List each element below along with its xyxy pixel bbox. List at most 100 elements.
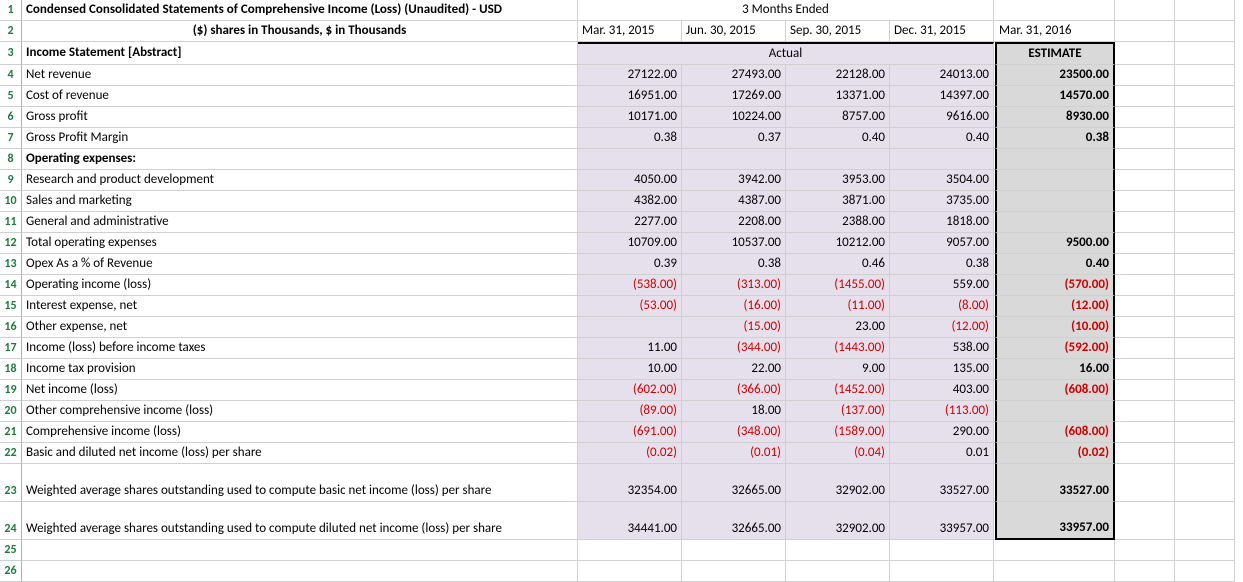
data-cell[interactable]: (0.01) [682,443,786,464]
estimate-cell[interactable] [995,191,1115,212]
estimate-cell[interactable] [995,401,1115,422]
data-cell[interactable]: 13371.00 [786,86,890,107]
row-label[interactable]: Weighted average shares outstanding used… [22,502,578,540]
estimate-cell[interactable]: 23500.00 [995,65,1115,86]
data-cell[interactable]: 0.46 [786,254,890,275]
data-cell[interactable] [786,149,890,170]
data-cell[interactable]: 10224.00 [682,107,786,128]
blank-cell[interactable] [682,540,786,561]
data-cell[interactable]: 22128.00 [786,65,890,86]
data-cell[interactable]: (12.00) [890,317,994,338]
data-cell[interactable]: 33527.00 [890,464,994,502]
data-cell[interactable]: (1589.00) [786,422,890,443]
spreadsheet-grid[interactable]: 1Condensed Consolidated Statements of Co… [0,0,1243,582]
data-cell[interactable]: (366.00) [682,380,786,401]
data-cell[interactable]: 32902.00 [786,502,890,540]
blank-cell[interactable] [682,561,786,582]
row-label[interactable]: Research and product development [22,170,578,191]
data-cell[interactable]: 1818.00 [890,212,994,233]
row-label[interactable]: Opex As a % of Revenue [22,254,578,275]
blank-cell[interactable] [890,561,994,582]
data-cell[interactable]: (344.00) [682,338,786,359]
data-cell[interactable]: (348.00) [682,422,786,443]
data-cell[interactable]: (53.00) [578,296,682,317]
data-cell[interactable]: 0.40 [890,128,994,149]
data-cell[interactable]: 27493.00 [682,65,786,86]
estimate-cell[interactable]: (570.00) [995,275,1115,296]
data-cell[interactable]: 3871.00 [786,191,890,212]
data-cell[interactable]: 4050.00 [578,170,682,191]
data-cell[interactable]: 0.38 [578,128,682,149]
blank-cell[interactable] [890,540,994,561]
row-label[interactable]: Interest expense, net [22,296,578,317]
data-cell[interactable]: 32902.00 [786,464,890,502]
data-cell[interactable]: 135.00 [890,359,994,380]
estimate-cell[interactable]: (592.00) [995,338,1115,359]
estimate-cell[interactable]: 16.00 [995,359,1115,380]
data-cell[interactable]: 9057.00 [890,233,994,254]
data-cell[interactable]: (16.00) [682,296,786,317]
row-label[interactable]: Basic and diluted net income (loss) per … [22,443,578,464]
data-cell[interactable]: 10.00 [578,359,682,380]
data-cell[interactable]: (89.00) [578,401,682,422]
estimate-cell[interactable]: 33527.00 [995,464,1115,502]
blank-cell[interactable] [995,561,1115,582]
row-label[interactable]: Operating expenses: [22,149,578,170]
data-cell[interactable]: (15.00) [682,317,786,338]
data-cell[interactable]: 2388.00 [786,212,890,233]
row-label[interactable] [22,540,578,561]
data-cell[interactable]: 16951.00 [578,86,682,107]
row-label[interactable]: Weighted average shares outstanding used… [22,464,578,502]
data-cell[interactable]: 3735.00 [890,191,994,212]
data-cell[interactable]: (8.00) [890,296,994,317]
data-cell[interactable]: 32665.00 [682,502,786,540]
data-cell[interactable]: 24013.00 [890,65,994,86]
row-label[interactable]: Operating income (loss) [22,275,578,296]
row-label[interactable]: General and administrative [22,212,578,233]
data-cell[interactable]: 9.00 [786,359,890,380]
data-cell[interactable]: 10212.00 [786,233,890,254]
data-cell[interactable] [682,149,786,170]
data-cell[interactable]: (602.00) [578,380,682,401]
data-cell[interactable]: 3953.00 [786,170,890,191]
row-label[interactable]: Gross profit [22,107,578,128]
estimate-cell[interactable]: 8930.00 [995,107,1115,128]
data-cell[interactable]: 3504.00 [890,170,994,191]
data-cell[interactable]: (1452.00) [786,380,890,401]
estimate-cell[interactable]: (0.02) [995,443,1115,464]
estimate-cell[interactable]: 0.38 [995,128,1115,149]
estimate-cell[interactable]: (608.00) [995,380,1115,401]
data-cell[interactable]: 17269.00 [682,86,786,107]
blank-cell[interactable] [786,561,890,582]
data-cell[interactable]: 538.00 [890,338,994,359]
data-cell[interactable]: 23.00 [786,317,890,338]
row-label[interactable]: Other expense, net [22,317,578,338]
data-cell[interactable]: 4382.00 [578,191,682,212]
data-cell[interactable]: (313.00) [682,275,786,296]
data-cell[interactable]: 0.01 [890,443,994,464]
data-cell[interactable]: (1455.00) [786,275,890,296]
row-label[interactable]: Other comprehensive income (loss) [22,401,578,422]
data-cell[interactable]: 32354.00 [578,464,682,502]
data-cell[interactable]: 10171.00 [578,107,682,128]
data-cell[interactable]: 10537.00 [682,233,786,254]
data-cell[interactable]: 18.00 [682,401,786,422]
data-cell[interactable]: (691.00) [578,422,682,443]
row-label[interactable] [22,561,578,582]
row-label[interactable]: Income (loss) before income taxes [22,338,578,359]
data-cell[interactable]: (0.04) [786,443,890,464]
estimate-cell[interactable]: (10.00) [995,317,1115,338]
estimate-cell[interactable]: (12.00) [995,296,1115,317]
data-cell[interactable]: (137.00) [786,401,890,422]
data-cell[interactable]: 559.00 [890,275,994,296]
estimate-cell[interactable]: 0.40 [995,254,1115,275]
data-cell[interactable]: 8757.00 [786,107,890,128]
estimate-cell[interactable] [995,149,1115,170]
blank-cell[interactable] [578,540,682,561]
data-cell[interactable] [890,149,994,170]
blank-cell[interactable] [786,540,890,561]
estimate-cell[interactable] [995,212,1115,233]
row-label[interactable]: Total operating expenses [22,233,578,254]
data-cell[interactable]: 0.37 [682,128,786,149]
estimate-cell[interactable]: 33957.00 [995,502,1115,540]
